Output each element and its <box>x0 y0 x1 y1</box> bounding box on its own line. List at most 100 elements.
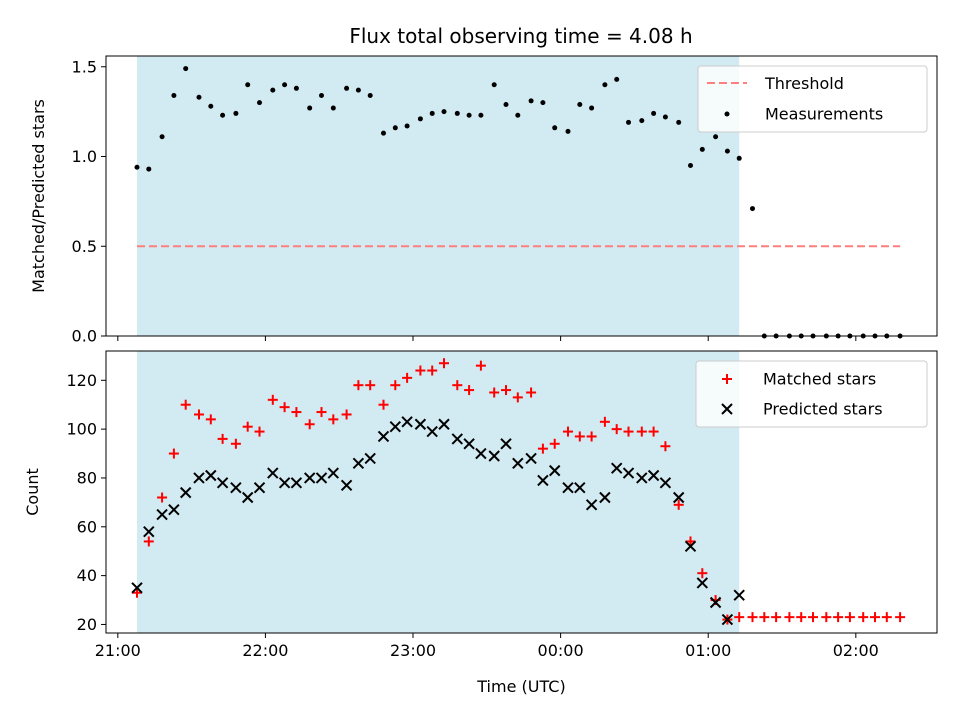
matched-star-point <box>526 387 537 398</box>
matched-star-point <box>685 536 696 547</box>
x-marker-b <box>352 457 365 470</box>
matched-star-point <box>341 409 352 420</box>
legend-predicted-swatch <box>721 403 733 415</box>
predicted-star-point <box>599 491 611 504</box>
x-tick-label: 21:00 <box>95 641 141 660</box>
measurement-point <box>552 125 558 131</box>
matched-star-point <box>328 414 339 425</box>
predicted-star-point <box>193 472 205 484</box>
matched-star-point <box>759 612 770 623</box>
x-marker-b <box>574 482 586 494</box>
x-marker-b <box>156 508 168 521</box>
measurement-point <box>208 103 214 109</box>
predicted-star-point <box>352 457 365 470</box>
predicted-star-point <box>512 457 524 470</box>
x-marker-b <box>488 450 500 462</box>
predicted-star-point <box>267 467 279 479</box>
legend-plus-marker <box>722 374 732 384</box>
predicted-star-point <box>377 430 390 443</box>
x-tick-label: 22:00 <box>242 641 288 660</box>
matched-star-point <box>549 438 560 449</box>
measurement-point <box>171 92 177 98</box>
predicted-star-point <box>327 467 340 479</box>
measurement-point <box>540 100 546 106</box>
x-marker-b <box>721 613 734 626</box>
x-marker-b <box>168 503 180 516</box>
measurement-point <box>307 105 313 111</box>
matched-star-point <box>537 443 548 454</box>
x-marker-b <box>684 540 697 553</box>
measurement-point <box>330 105 336 111</box>
x-marker-b <box>216 477 229 489</box>
matched-star-point <box>439 358 450 369</box>
matched-star-point <box>452 380 463 391</box>
bottom-legend: Matched stars Predicted stars <box>695 360 928 428</box>
predicted-star-point <box>733 589 745 601</box>
x-marker-b <box>562 482 574 494</box>
top-y-tick-label: 1.0 <box>72 147 97 166</box>
top-x-ticks <box>117 336 857 341</box>
predicted-star-point <box>131 582 143 594</box>
measurement-point <box>293 85 299 91</box>
measurement-point <box>146 166 152 172</box>
measurement-point <box>528 98 534 104</box>
measurement-point <box>466 112 472 118</box>
predicted-star-point <box>253 482 266 494</box>
x-marker-b <box>131 582 143 594</box>
matched-star-point <box>316 407 327 418</box>
x-marker-b <box>636 472 648 484</box>
top-legend: Threshold Measurements <box>697 65 928 133</box>
matched-star-point <box>895 612 906 623</box>
predicted-star-point <box>389 420 402 433</box>
predicted-star-point <box>684 540 697 553</box>
predicted-star-point <box>315 472 328 484</box>
predicted-star-point <box>672 491 685 504</box>
matched-star-point <box>833 612 844 623</box>
matched-star-point <box>464 385 475 396</box>
matched-star-point <box>304 419 315 430</box>
x-marker-b <box>438 418 450 430</box>
predicted-star-point <box>463 438 475 450</box>
x-marker-b <box>622 467 635 479</box>
measurement-point <box>699 146 705 152</box>
predicted-star-point <box>278 477 291 489</box>
predicted-star-point <box>475 447 487 460</box>
bottom-y-tick-label: 120 <box>66 371 97 390</box>
measurement-point <box>417 116 423 122</box>
measurement-point <box>478 112 484 118</box>
legend-predicted-label: Predicted stars <box>763 400 883 419</box>
x-tick-label: 02:00 <box>833 641 879 660</box>
matched-star-point <box>784 612 795 623</box>
matched-star-point <box>365 380 376 391</box>
legend-measurements-swatch <box>724 111 730 117</box>
matched-star-point <box>143 536 154 547</box>
matched-star-point <box>881 612 892 623</box>
x-marker-b <box>241 491 254 504</box>
x-marker-b <box>500 438 512 450</box>
predicted-star-point <box>488 450 500 462</box>
matched-star-point <box>648 426 659 437</box>
measurement-point <box>651 110 657 116</box>
measurement-point <box>662 114 668 120</box>
x-marker-b <box>389 420 402 433</box>
predicted-star-point <box>241 491 254 504</box>
matched-star-point <box>390 380 401 391</box>
x-marker-b <box>733 589 745 601</box>
x-marker-b <box>414 418 427 430</box>
measurement-point <box>688 162 694 168</box>
measurement-point <box>515 112 521 118</box>
matched-star-point <box>611 424 622 435</box>
matched-star-point <box>157 492 168 503</box>
count-points <box>131 358 906 626</box>
measurement-point <box>602 82 608 88</box>
matched-star-point <box>660 441 671 452</box>
matched-star-point <box>512 392 523 403</box>
predicted-star-point <box>610 462 623 474</box>
predicted-star-point <box>168 503 180 516</box>
predicted-star-point <box>562 482 574 494</box>
top-y-tick-label: 0.5 <box>72 237 97 256</box>
predicted-star-point <box>585 499 598 511</box>
bottom-observing-span <box>136 351 740 633</box>
x-marker-b <box>179 486 192 499</box>
